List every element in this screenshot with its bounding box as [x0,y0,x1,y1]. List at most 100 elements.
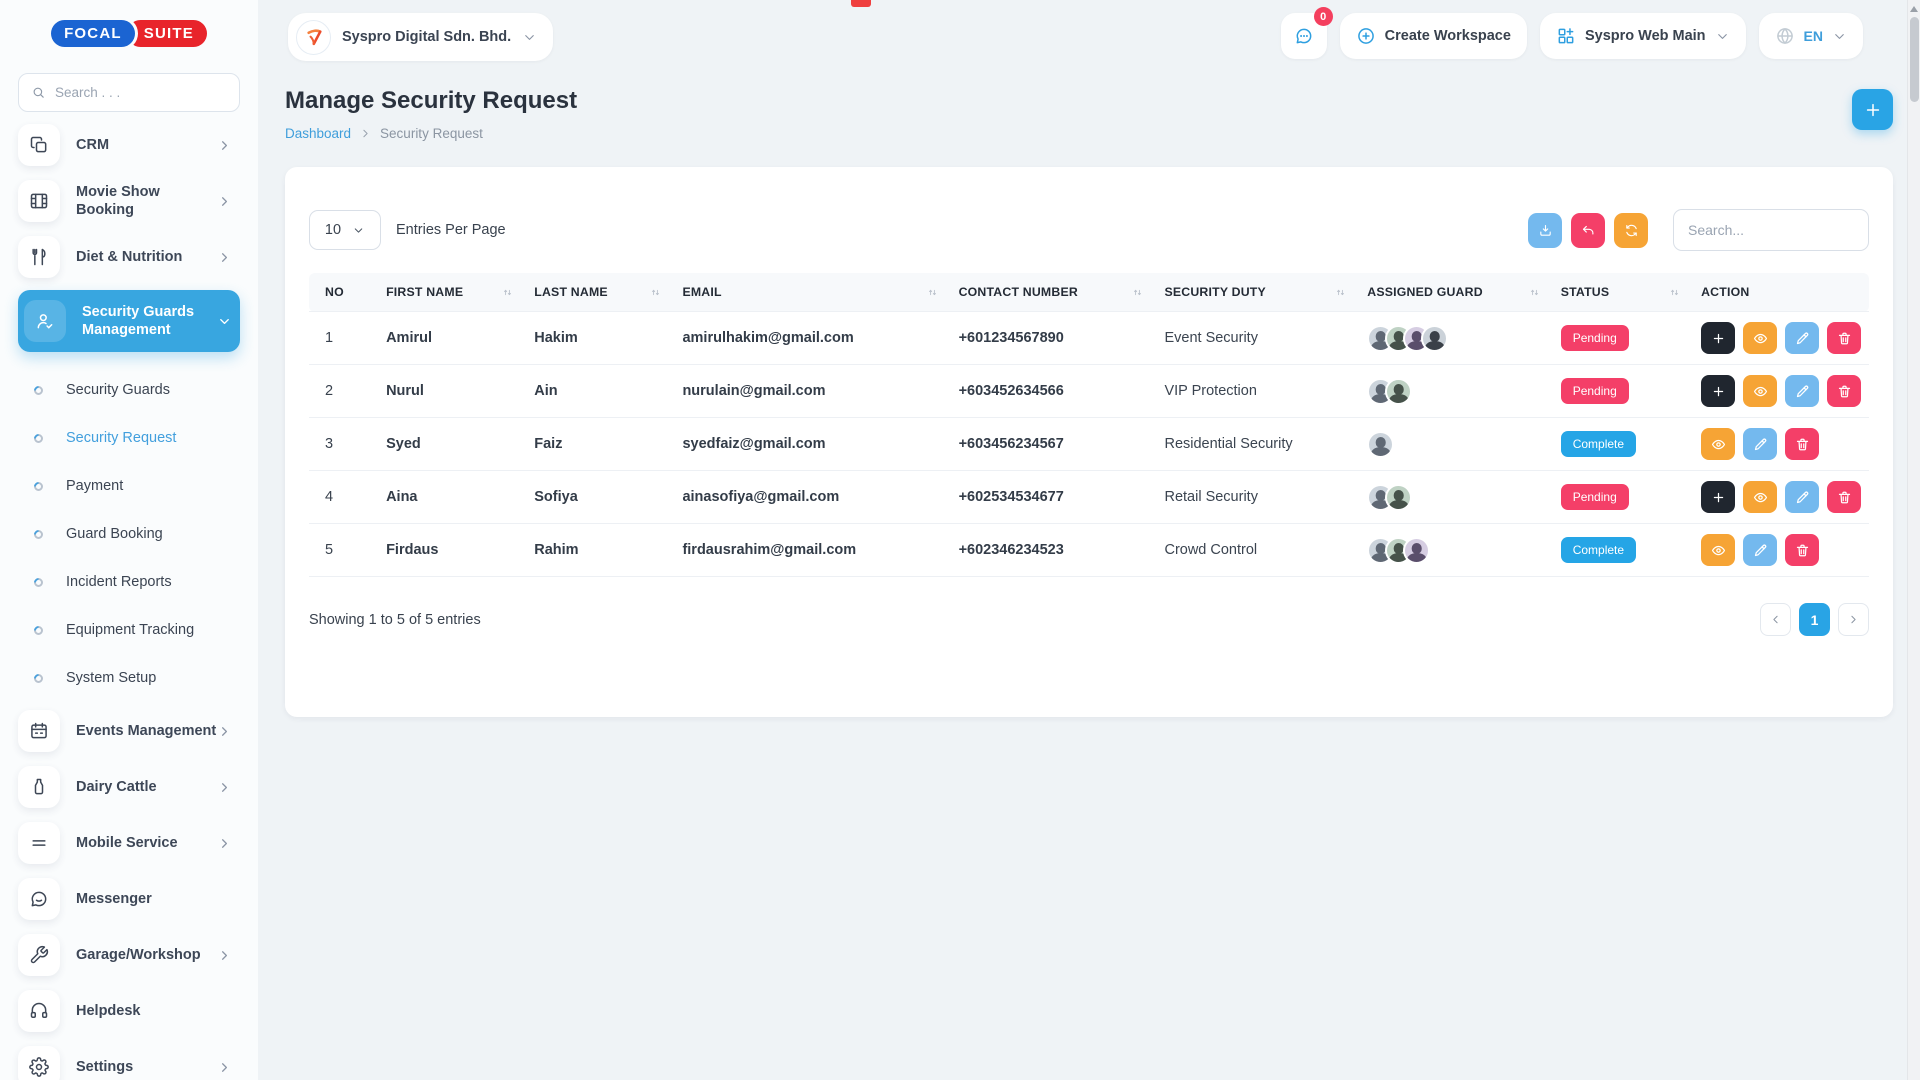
sidebar-item-garage-workshop[interactable]: Garage/Workshop [18,932,240,978]
sidebar-item-messenger[interactable]: Messenger [18,876,240,922]
edit-button[interactable] [1743,534,1778,566]
edit-button[interactable] [1743,428,1778,460]
trash-icon [1837,490,1852,505]
sidebar-item-movie-show-booking[interactable]: Movie Show Booking [18,178,240,224]
sidebar-subitem-incident-reports[interactable]: Incident Reports [18,558,240,606]
cell-no: 4 [309,470,377,524]
circle-bullet-icon [32,575,45,589]
table-row: 1 Amirul Hakim amirulhakim@gmail.com +601234… [309,311,1869,365]
logo-suite: SUITE [126,20,207,47]
breadcrumb-dashboard-link[interactable]: Dashboard [285,126,352,141]
column-header-content: SECURITY DUTY [1164,285,1347,299]
view-button[interactable] [1701,428,1736,460]
cell-email: nurulain@gmail.com [672,364,949,418]
sidebar-subitem-label: Incident Reports [66,574,172,590]
cell-email: firdausrahim@gmail.com [672,523,949,577]
chevron-right-icon [217,836,232,851]
company-selector[interactable]: Syspro Digital Sdn. Bhd. [288,13,554,61]
sidebar-item-helpdesk[interactable]: Helpdesk [18,988,240,1034]
workspace-selector[interactable]: Syspro Web Main [1539,13,1746,59]
assign-guard-button[interactable] [1701,375,1736,407]
chat-icon [1294,26,1314,46]
language-selector[interactable]: EN [1758,13,1863,59]
sidebar-subitem-label: Security Guards [66,382,170,398]
create-workspace-button[interactable]: Create Workspace [1339,13,1527,59]
action-buttons [1701,481,1862,513]
prev-page-button[interactable] [1760,603,1791,636]
column-header-security-duty[interactable]: SECURITY DUTY [1154,273,1358,312]
refresh-button[interactable] [1614,212,1648,248]
view-button[interactable] [1743,375,1778,407]
cell-security-duty: Event Security [1154,311,1358,365]
view-button[interactable] [1743,322,1778,354]
delete-button[interactable] [1785,534,1820,566]
status-badge: Complete [1560,537,1637,563]
edit-button[interactable] [1785,481,1820,513]
assign-guard-button[interactable] [1701,322,1736,354]
column-header-last-name[interactable]: LAST NAME [524,273,673,312]
trash-icon [1795,543,1810,558]
chevron-right-icon [1847,613,1860,626]
column-header-first-name[interactable]: FIRST NAME [376,273,525,312]
chat-button[interactable]: 0 [1280,7,1333,59]
sidebar-item-diet-nutrition[interactable]: Diet & Nutrition [18,234,240,280]
edit-button[interactable] [1785,322,1820,354]
eye-icon [1711,543,1726,558]
sidebar-subitem-security-guards[interactable]: Security Guards [18,366,240,414]
page-1-button[interactable]: 1 [1799,603,1830,636]
export-button[interactable] [1528,212,1562,248]
column-header-contact-number[interactable]: CONTACT NUMBER [948,273,1155,312]
next-page-button[interactable] [1838,603,1869,636]
chat-notification-badge: 0 [1313,7,1333,26]
cell-last-name: Hakim [524,311,673,365]
column-header-email[interactable]: EMAIL [672,273,949,312]
column-header-assigned-guard[interactable]: ASSIGNED GUARD [1357,273,1551,312]
delete-button[interactable] [1785,428,1820,460]
sidebar-item-events-management[interactable]: Events Management [18,708,240,754]
sort-icon [501,286,514,299]
scrollbar-thumb[interactable] [1909,17,1919,102]
sidebar-item-settings[interactable]: Settings [18,1044,240,1080]
sidebar-subitem-payment[interactable]: Payment [18,462,240,510]
delete-button[interactable] [1827,375,1862,407]
view-button[interactable] [1743,481,1778,513]
view-button[interactable] [1701,534,1736,566]
sidebar-subitem-label: Payment [66,478,124,494]
reset-button[interactable] [1571,212,1605,248]
sidebar-item-dairy-cattle[interactable]: Dairy Cattle [18,764,240,810]
chevron-down-icon [217,314,232,329]
trash-icon [1837,331,1852,346]
page-head: Manage Security Request Dashboard Securi… [285,87,1893,141]
eye-icon [1753,490,1768,505]
sidebar-subitem-system-setup[interactable]: System Setup [18,654,240,702]
column-header-status[interactable]: STATUS [1550,273,1692,312]
cell-last-name: Rahim [524,523,673,577]
page-scrollbar[interactable] [1907,0,1920,1080]
eye-icon [1753,384,1768,399]
assign-guard-button[interactable] [1701,481,1736,513]
security-request-table: NO FIRST NAME LAST NAME EMAIL CONTACT NUMBER… [309,273,1869,577]
sidebar-subitem-security-request[interactable]: Security Request [18,414,240,462]
cell-security-duty: Residential Security [1154,417,1358,471]
sidebar-item-security-guards-management[interactable]: Security Guards Management [18,290,240,352]
sidebar-subitem-guard-booking[interactable]: Guard Booking [18,510,240,558]
edit-button[interactable] [1785,375,1820,407]
cell-assigned-guard [1357,523,1551,577]
sidebar-search-input[interactable] [55,85,227,100]
delete-button[interactable] [1827,481,1862,513]
main-area: Syspro Digital Sdn. Bhd. 0 Create Worksp… [258,0,1920,1080]
delete-button[interactable] [1827,322,1862,354]
cell-action [1691,364,1869,418]
sidebar-subitem-equipment-tracking[interactable]: Equipment Tracking [18,606,240,654]
sort-icon [1668,286,1681,299]
sidebar-item-mobile-service[interactable]: Mobile Service [18,820,240,866]
content: Manage Security Request Dashboard Securi… [258,87,1920,717]
sidebar-subitem-label: System Setup [66,670,157,686]
table-search-input[interactable] [1673,209,1869,251]
column-label: ASSIGNED GUARD [1367,285,1483,299]
sidebar-item-crm[interactable]: CRM [18,122,240,168]
pencil-icon [1753,437,1768,452]
add-security-request-button[interactable] [1852,89,1893,130]
scroll-up-arrow-icon[interactable] [1910,6,1918,12]
entries-per-page-select[interactable]: 10 [309,210,381,250]
